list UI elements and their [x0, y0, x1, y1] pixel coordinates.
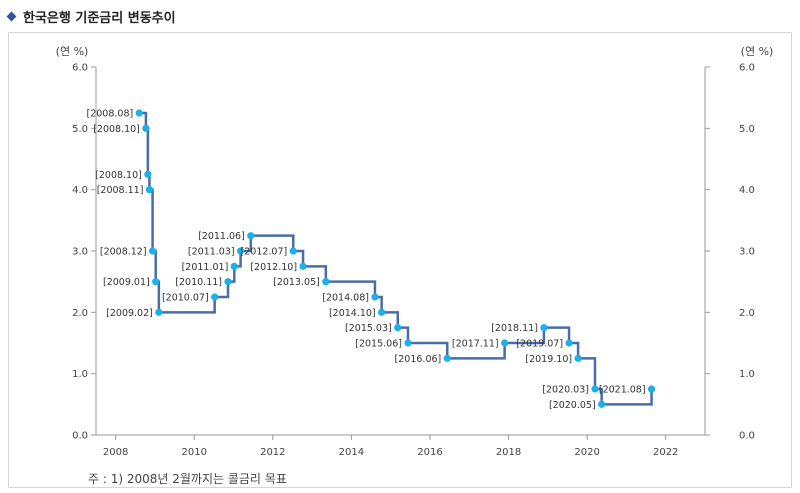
data-label: [2008.10]: [95, 170, 142, 181]
data-label: [2015.06]: [355, 339, 402, 350]
data-points: [135, 109, 656, 408]
data-point: [144, 170, 152, 178]
data-label: [2008.08]: [87, 109, 134, 120]
y-tick-label-right: 0.0: [739, 431, 755, 442]
data-label: [2009.02]: [106, 308, 153, 319]
data-point: [155, 308, 163, 316]
data-label: [2011.06]: [198, 231, 245, 242]
y-tick-label-left: 2.0: [72, 308, 88, 319]
data-label: [2014.08]: [322, 293, 369, 304]
data-point: [394, 324, 402, 332]
data-label: [2020.05]: [549, 400, 596, 411]
data-label: [2013.05]: [273, 277, 320, 288]
data-point: [378, 308, 386, 316]
data-point: [540, 324, 548, 332]
data-labels: [2008.08] [2008.10] [2008.10] [2008.11] [200…: [87, 109, 646, 411]
chart-frame: [8, 32, 792, 488]
data-label: [2008.11]: [97, 185, 144, 196]
y-axis-title-left: (연 %): [56, 45, 89, 58]
data-label: [2014.10]: [329, 308, 376, 319]
data-point: [142, 124, 150, 132]
data-point: [148, 247, 157, 255]
data-point: [443, 354, 451, 362]
y-tick-label-left: 1.0: [72, 369, 88, 380]
y-tick-label-left: 4.0: [72, 185, 88, 196]
data-label: [2012.07]: [241, 247, 288, 258]
y-tick-label-right: 3.0: [739, 247, 755, 258]
data-point: [574, 354, 582, 362]
data-label: [2018.11]: [491, 323, 538, 334]
x-tick-label: 2022: [653, 447, 678, 458]
data-point: [565, 339, 573, 347]
data-label: [2017.11]: [452, 339, 499, 350]
data-point: [211, 293, 219, 301]
data-label: [2011.03]: [188, 247, 235, 258]
data-point: [247, 232, 255, 240]
x-tick-label: 2008: [103, 447, 128, 458]
y-tick-label-left: 0.0: [72, 431, 88, 442]
x-tick-label: 2010: [181, 447, 206, 458]
x-tick-label: 2018: [496, 447, 521, 458]
y-tick-label-right: 5.0: [739, 124, 755, 135]
data-label: [2020.03]: [542, 385, 589, 396]
data-label: [2010.07]: [162, 293, 209, 304]
data-point: [236, 247, 245, 255]
data-label: [2019.07]: [516, 339, 563, 350]
data-label: [2011.01]: [182, 262, 229, 273]
data-label: [2019.10]: [525, 354, 572, 365]
y-tick-label-left: 5.0: [72, 124, 88, 135]
data-point: [145, 186, 154, 194]
data-label: [2009.01]: [103, 277, 150, 288]
data-point: [591, 385, 599, 393]
data-label: [2008.12]: [100, 247, 147, 258]
data-point: [647, 385, 656, 393]
data-point: [598, 400, 606, 408]
axes: 0.0 0.0 1.0 1.0 2.0 2.0 3.0 3.0 4.0 4.0 5.0 5.0 6.0 6…: [56, 45, 774, 458]
data-label: [2016.06]: [395, 354, 442, 365]
data-point: [289, 247, 297, 255]
x-tick-label: 2014: [339, 447, 364, 458]
data-label: [2008.10]: [93, 124, 140, 135]
y-tick-label-right: 6.0: [739, 63, 755, 74]
data-point: [371, 293, 379, 301]
y-axis-title-right: (연 %): [741, 45, 774, 58]
data-point: [230, 262, 238, 270]
data-point: [404, 339, 412, 347]
x-tick-label: 2012: [260, 447, 285, 458]
data-label: [2010.11]: [175, 277, 222, 288]
x-tick-label: 2020: [574, 447, 599, 458]
page-title: 한국은행 기준금리 변동추이: [23, 10, 176, 26]
data-label: [2015.03]: [345, 323, 392, 334]
footnote: 주 : 1) 2008년 2월까지는 콜금리 목표: [88, 472, 287, 486]
data-point: [135, 109, 143, 117]
y-tick-label-left: 3.0: [72, 247, 88, 258]
data-point: [224, 278, 232, 286]
y-tick-label-right: 1.0: [739, 369, 755, 380]
data-label: [2021.08]: [599, 385, 646, 396]
data-label: [2012.10]: [250, 262, 297, 273]
data-point: [152, 278, 160, 286]
data-point: [322, 278, 330, 286]
data-point: [299, 262, 307, 270]
y-tick-label-right: 2.0: [739, 308, 755, 319]
data-point: [501, 339, 509, 347]
x-tick-label: 2016: [417, 447, 442, 458]
chart-header: 한국은행 기준금리 변동추이: [6, 6, 176, 26]
y-tick-label-right: 4.0: [739, 185, 755, 196]
y-tick-label-left: 6.0: [72, 63, 88, 74]
